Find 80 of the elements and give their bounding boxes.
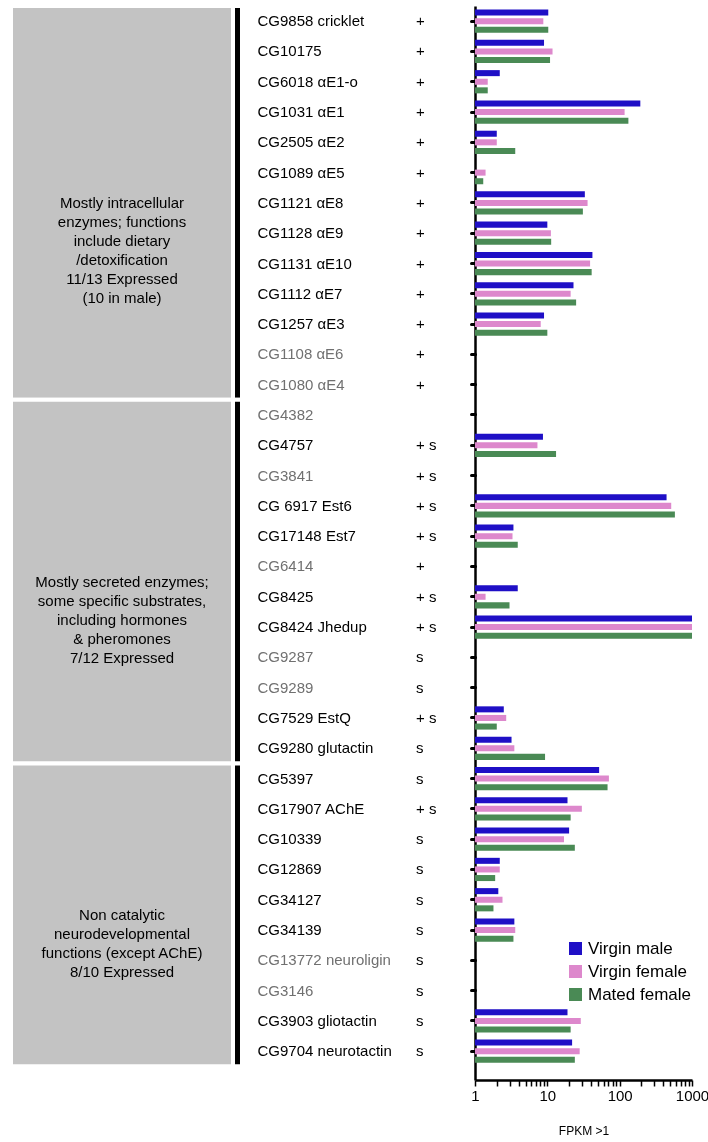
y2-tick-label: + <box>416 315 425 333</box>
y-tick-label: CG3146 <box>257 981 314 999</box>
y2-tick-label: + <box>416 12 425 30</box>
y-tick-label: CG1121 αE8 <box>257 193 344 211</box>
y2-tick-label: s <box>416 678 424 696</box>
y2-tick-label: + <box>416 284 425 302</box>
x-tick-label: 100 <box>607 1086 633 1104</box>
y-tick-label: CG7529 EstQ <box>257 708 351 726</box>
y-tick-label: CG12869 <box>257 860 322 878</box>
text: Mostly secreted enzymes; some specific substrates, including hormones & pheromones 7/12 Expressed <box>35 572 209 666</box>
y-tick-label: CG1257 αE3 <box>257 315 345 333</box>
y-tick-label: CG17148 Est7 <box>257 527 356 545</box>
y2-tick-label: s <box>416 830 424 848</box>
y-tick-label: CG5397 <box>257 769 314 787</box>
y-tick-label: CG13772 neuroligin <box>257 951 391 969</box>
y-tick-label: CG9280 glutactin <box>257 739 374 757</box>
y-tick-label: CG9289 <box>257 678 314 696</box>
y2-tick-label: + s <box>416 436 437 454</box>
y-tick-label: CG1108 αE6 <box>257 345 344 363</box>
y2-tick-label: s <box>416 890 424 908</box>
y-tick-label: CG 6917 Est6 <box>257 496 352 514</box>
y2-tick-label: s <box>416 1042 424 1060</box>
y-tick-label: CG1131 αE10 <box>257 254 352 272</box>
y2-tick-label: + <box>416 254 425 272</box>
y-tick-label: CG9858 cricklet <box>257 12 366 30</box>
y2-tick-label: + <box>416 375 425 393</box>
y2-tick-label: + <box>416 103 425 121</box>
y-tick-label: CG1112 αE7 <box>257 284 343 302</box>
y2-tick-label: s <box>416 1011 424 1029</box>
y-tick-label: CG1080 αE4 <box>257 375 345 393</box>
y-tick-label: CG8424 Jhedup <box>257 618 367 636</box>
y2-tick-label: + <box>416 163 425 181</box>
y-tick-label: CG8425 <box>257 587 314 605</box>
x-axis-title: FPKM >1 <box>558 1123 610 1138</box>
y2-tick-label: + s <box>416 587 437 605</box>
y2-tick-label: + s <box>416 466 437 484</box>
y2-tick-label: s <box>416 921 424 939</box>
y-tick-label: CG34127 <box>257 890 322 908</box>
y2-tick-label: + s <box>416 496 437 514</box>
y-tick-label: CG34139 <box>257 921 322 939</box>
y2-tick-label: s <box>416 951 424 969</box>
y2-tick-label: s <box>416 769 424 787</box>
y-tick-label: CG10339 <box>257 830 322 848</box>
y-tick-label: CG9704 neurotactin <box>257 1042 392 1060</box>
y-tick-label: CG3841 <box>257 466 314 484</box>
x-tick-label: 1 <box>471 1086 480 1104</box>
legend-label: Virgin female <box>588 961 687 981</box>
y2-tick-label: s <box>416 860 424 878</box>
y-tick-label: CG17907 AChE <box>257 799 365 817</box>
y-tick-label: CG9287 <box>257 648 314 666</box>
y2-tick-label: + <box>416 224 425 242</box>
y2-tick-label: + s <box>416 799 437 817</box>
y2-tick-label: s <box>416 981 424 999</box>
y2-tick-label: + <box>416 345 425 363</box>
y2-tick-label: + <box>416 193 425 211</box>
y-tick-label: CG4757 <box>257 436 314 454</box>
y2-tick-label: + <box>416 42 425 60</box>
y2-tick-label: + <box>416 557 425 575</box>
x-tick-label: 1000 <box>675 1086 708 1104</box>
y-tick-label: CG2505 αE2 <box>257 133 345 151</box>
text: Non catalytic neurodevelopmental functions (except AChE) 8/10 Expressed <box>41 905 203 980</box>
y2-tick-label: s <box>416 739 424 757</box>
y-tick-label: CG4382 <box>257 406 314 423</box>
y2-tick-label: + <box>416 133 425 151</box>
y2-tick-label: + s <box>416 527 437 545</box>
legend-label: Virgin male <box>588 938 673 958</box>
text: Mostly intracellular enzymes; functions include dietary /detoxification 11/13 Expressed (10 in male) <box>57 193 187 306</box>
y2-tick-label: + <box>416 72 425 90</box>
y-tick-label: CG1089 αE5 <box>257 163 345 181</box>
y-tick-label: CG1128 αE9 <box>257 224 344 242</box>
y2-tick-label: + s <box>416 618 437 636</box>
legend-label: Mated female <box>588 984 691 1004</box>
y-tick-label: CG6018 αE1-o <box>257 72 358 90</box>
x-tick-label: 10 <box>539 1086 557 1104</box>
y2-tick-label: s <box>416 648 424 666</box>
y-tick-label: CG1031 αE1 <box>257 103 345 121</box>
y-tick-label: CG6414 <box>257 557 314 575</box>
y-tick-label: CG10175 <box>257 42 322 60</box>
y2-tick-label: + s <box>416 708 437 726</box>
y-tick-label: CG3903 gliotactin <box>257 1011 377 1029</box>
